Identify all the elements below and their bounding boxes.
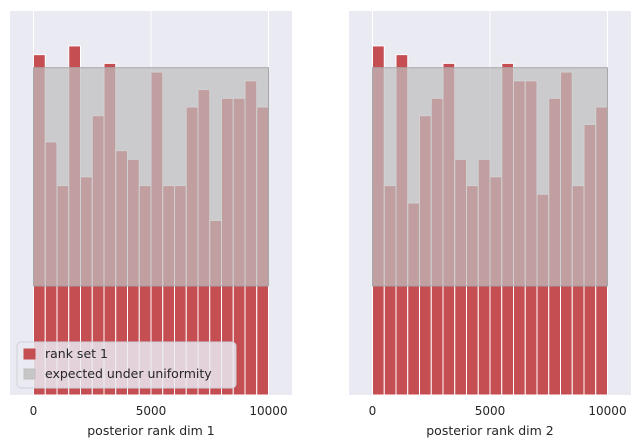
x-tick-label-2: 10000 (249, 404, 287, 418)
legend-swatch-expected (23, 368, 36, 380)
legend-swatch-rank-set (23, 348, 36, 360)
legend: rank set 1 expected under uniformity (16, 341, 237, 389)
axes-dim-2: 0 5000 10000 posterior rank dim 2 (349, 11, 631, 438)
x-tick-label-0: 0 (369, 404, 377, 418)
x-tick-label-2: 10000 (588, 404, 626, 418)
legend-label-rank-set: rank set 1 (45, 346, 108, 361)
x-tick-label-1: 5000 (475, 404, 506, 418)
x-axis-label: posterior rank dim 1 (87, 423, 215, 438)
legend-frame (16, 341, 237, 389)
x-tick-label-1: 5000 (136, 404, 167, 418)
expected-uniformity-band (372, 67, 608, 287)
expected-uniformity-band (33, 67, 269, 287)
x-axis-label: posterior rank dim 2 (426, 423, 554, 438)
x-tick-labels: 0 5000 10000 (369, 404, 627, 418)
legend-label-expected: expected under uniformity (45, 366, 212, 381)
x-tick-labels: 0 5000 10000 (30, 404, 288, 418)
axes-dim-1: 0 5000 10000 posterior rank dim 1 (10, 11, 292, 438)
x-tick-label-0: 0 (30, 404, 38, 418)
